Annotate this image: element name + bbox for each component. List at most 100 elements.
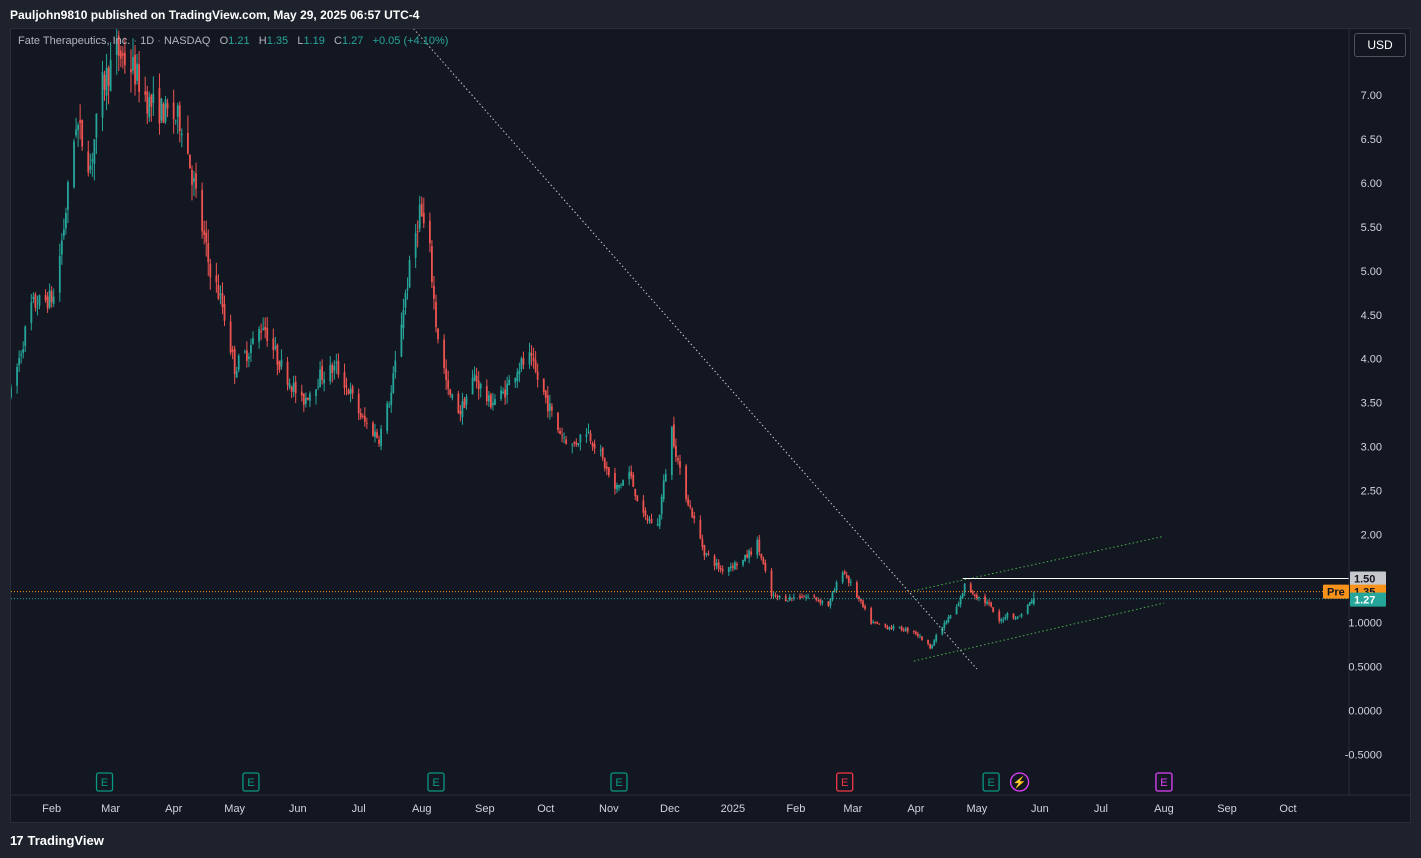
- candle-body: [89, 165, 92, 170]
- candle-body: [418, 204, 421, 229]
- earnings-icon: [982, 772, 1000, 792]
- y-tick-label: 3.50: [1361, 398, 1382, 410]
- candle-body: [449, 389, 452, 395]
- candle: [762, 556, 765, 565]
- candle: [138, 51, 141, 103]
- candle: [620, 483, 622, 489]
- candle-body: [601, 447, 604, 459]
- candle-body: [77, 125, 79, 130]
- candle: [347, 387, 350, 395]
- candle-body: [219, 293, 222, 296]
- candle: [237, 353, 240, 373]
- candle: [870, 606, 873, 625]
- candle-body: [603, 458, 606, 469]
- candle: [437, 327, 439, 344]
- candle-body: [187, 132, 189, 154]
- candle-body: [306, 397, 309, 400]
- candle-body: [130, 69, 132, 73]
- candle-body: [929, 643, 932, 649]
- candle-body: [664, 473, 667, 482]
- candle: [742, 559, 744, 567]
- candle-body: [459, 411, 462, 415]
- candle: [616, 482, 618, 493]
- legend-symbol[interactable]: Fate Therapeutics, Inc.: [18, 35, 131, 47]
- candle-body: [235, 371, 238, 378]
- candle: [1028, 601, 1031, 606]
- y-tick-label: 6.00: [1361, 178, 1382, 190]
- y-tick-label: 2.00: [1361, 530, 1382, 542]
- candle-body: [860, 598, 862, 602]
- candle: [121, 46, 124, 69]
- candle-body: [721, 569, 724, 572]
- candle-body: [731, 565, 734, 568]
- tradingview-brand[interactable]: 17 TradingView: [10, 833, 104, 848]
- candle: [792, 593, 795, 601]
- candle-body: [577, 443, 580, 446]
- candle: [317, 378, 319, 391]
- candle: [272, 328, 275, 359]
- candle-body: [705, 553, 708, 555]
- candle-body: [317, 386, 319, 388]
- candle: [890, 624, 893, 631]
- channel-upper-line: [913, 535, 1165, 592]
- candle-body: [971, 591, 974, 594]
- candle: [487, 391, 490, 407]
- currency-button[interactable]: USD: [1354, 33, 1406, 57]
- legend-high: 1.35: [266, 35, 289, 47]
- candle-body: [933, 640, 936, 646]
- candle-body: [884, 623, 887, 627]
- candle-body: [589, 433, 592, 442]
- candle: [319, 361, 321, 388]
- candle: [579, 434, 582, 451]
- candle-body: [774, 594, 777, 596]
- candle-body: [691, 508, 694, 518]
- candle-body: [805, 596, 807, 598]
- candle: [727, 566, 730, 576]
- candle-body: [831, 592, 834, 600]
- last-price-label-text: 1.27: [1354, 595, 1375, 607]
- candle: [123, 37, 126, 74]
- candle-body: [646, 517, 649, 521]
- candle-body: [321, 366, 324, 381]
- candle: [679, 454, 681, 475]
- candle: [717, 559, 720, 573]
- y-tick-label: 1.0000: [1348, 617, 1382, 629]
- candle: [947, 615, 950, 624]
- earnings-event-marker: E: [836, 772, 854, 792]
- candle: [998, 608, 1001, 624]
- candle: [337, 353, 340, 379]
- candle-body: [223, 304, 226, 321]
- candle: [20, 350, 23, 364]
- candle-body: [522, 358, 525, 365]
- candle-body: [571, 444, 574, 446]
- candle: [585, 428, 588, 443]
- candle: [91, 152, 94, 177]
- candle: [36, 295, 39, 316]
- candle-body: [103, 74, 106, 90]
- candle-body: [835, 582, 838, 591]
- candle-body: [123, 52, 126, 66]
- candle: [764, 559, 767, 573]
- candle-body: [195, 173, 197, 189]
- candle-body: [361, 416, 364, 418]
- candle: [599, 444, 602, 457]
- candle-body: [786, 600, 789, 602]
- event-label: E: [1160, 777, 1167, 789]
- candle: [713, 553, 716, 571]
- candle-body: [359, 413, 362, 418]
- candle: [89, 153, 92, 174]
- x-tick-label: Sep: [1217, 803, 1237, 815]
- candle: [52, 288, 55, 307]
- y-tick-label: 0.0000: [1348, 705, 1382, 717]
- candle-body: [479, 384, 482, 389]
- candle: [24, 325, 27, 352]
- candle: [276, 343, 279, 376]
- candle: [105, 53, 108, 110]
- candle: [906, 626, 909, 634]
- candle: [252, 331, 254, 345]
- candle-body: [707, 553, 710, 555]
- x-tick-label: Mar: [843, 803, 862, 815]
- candle: [392, 366, 395, 394]
- candle: [589, 430, 592, 444]
